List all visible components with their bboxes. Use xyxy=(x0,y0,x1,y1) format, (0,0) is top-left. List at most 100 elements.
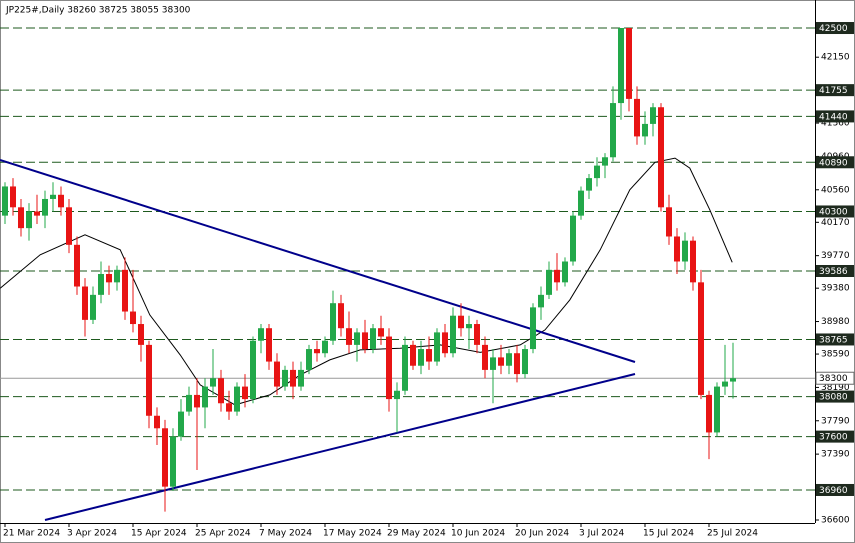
candle-body xyxy=(554,269,560,283)
candle-body xyxy=(50,194,56,199)
candle-body xyxy=(650,107,656,124)
level-label-box xyxy=(816,265,854,278)
candle-body xyxy=(570,215,576,262)
level-label: 42500 xyxy=(819,24,848,34)
candle-body xyxy=(698,282,704,395)
candle-body xyxy=(378,328,384,337)
candle-body xyxy=(410,344,416,366)
candle-body xyxy=(210,378,216,387)
candle-body xyxy=(538,294,544,308)
candle-body xyxy=(730,378,736,382)
level-label: 41440 xyxy=(819,112,848,122)
candle-body xyxy=(482,344,488,370)
candle-body xyxy=(602,157,608,166)
level-label: 38765 xyxy=(819,335,848,345)
y-tick-label: 39380 xyxy=(821,284,850,294)
level-label-box xyxy=(816,483,854,496)
candle-body xyxy=(58,194,64,208)
candle-body xyxy=(122,269,128,312)
y-tick-label: 40560 xyxy=(821,185,850,195)
candle-body xyxy=(306,349,312,370)
y-tick-label: 38590 xyxy=(821,350,850,360)
level-label-box xyxy=(816,84,854,97)
candle-body xyxy=(82,286,88,320)
candle-body xyxy=(666,207,672,237)
candle-body xyxy=(402,344,408,391)
candle-body xyxy=(242,386,248,400)
y-tick-label: 38190 xyxy=(821,383,850,393)
candle-body xyxy=(66,207,72,245)
x-tick-label: 25 Jul 2024 xyxy=(707,529,758,539)
candle-body xyxy=(162,428,168,487)
candle-body xyxy=(322,340,328,354)
candle-body xyxy=(234,386,240,412)
candle-body xyxy=(490,357,496,370)
candle-body xyxy=(10,186,16,208)
candle-body xyxy=(202,386,208,408)
trendline xyxy=(0,159,636,363)
candle-body xyxy=(546,269,552,295)
candle-body xyxy=(442,332,448,354)
candle-body xyxy=(106,274,112,283)
x-tick-label: 17 May 2024 xyxy=(323,529,382,539)
candle-body xyxy=(626,28,632,99)
candle-body xyxy=(26,211,32,229)
candle-body xyxy=(90,294,96,320)
candle-body xyxy=(154,415,160,429)
level-label-box xyxy=(816,22,854,35)
candle-body xyxy=(298,369,304,387)
candle-body xyxy=(186,394,192,412)
y-tick-label: 41360 xyxy=(821,119,850,129)
candle-body xyxy=(346,328,352,345)
x-tick-label: 7 May 2024 xyxy=(259,529,312,539)
price-label-box xyxy=(815,371,855,385)
candle-body xyxy=(138,324,144,345)
x-tick-label: 3 Apr 2024 xyxy=(67,529,117,539)
candle-body xyxy=(74,244,80,287)
y-tick-label: 36600 xyxy=(821,515,850,525)
candle-body xyxy=(98,274,104,295)
candle-body xyxy=(498,357,504,366)
candle-body xyxy=(370,328,376,350)
level-label: 38080 xyxy=(819,393,848,403)
candle-body xyxy=(194,394,200,408)
candle-body xyxy=(282,369,288,387)
candle-body xyxy=(674,236,680,262)
candle-body xyxy=(394,390,400,400)
candle-body xyxy=(18,207,24,229)
y-tick-label: 37390 xyxy=(821,450,850,460)
candle-body xyxy=(722,381,728,387)
candle-body xyxy=(170,436,176,487)
candle-body xyxy=(562,261,568,283)
candle-body xyxy=(658,107,664,208)
candle-body xyxy=(466,324,472,329)
x-tick-label: 21 Mar 2024 xyxy=(3,529,60,539)
candle-body xyxy=(42,198,48,216)
x-tick-label: 15 Jul 2024 xyxy=(643,529,694,539)
x-tick-label: 25 Apr 2024 xyxy=(195,529,251,539)
candle-body xyxy=(330,303,336,341)
candle-body xyxy=(218,378,224,404)
x-tick-label: 29 May 2024 xyxy=(387,529,446,539)
level-label-box xyxy=(816,430,854,443)
candle-body xyxy=(34,211,40,216)
candle-body xyxy=(338,303,344,329)
candle-body xyxy=(474,324,480,345)
level-label: 39586 xyxy=(819,267,848,277)
candle-body xyxy=(706,394,712,433)
candle-body xyxy=(274,361,280,387)
candle-body xyxy=(458,315,464,329)
chart-title: JP225#,Daily 38260 38725 38055 38300 xyxy=(5,6,191,16)
level-label: 41755 xyxy=(819,86,848,96)
candle-body xyxy=(450,315,456,354)
x-tick-label: 3 Jul 2024 xyxy=(579,529,624,539)
level-label-box xyxy=(816,333,854,346)
candle-body xyxy=(514,353,520,375)
candle-body xyxy=(146,344,152,416)
candle-body xyxy=(690,240,696,283)
y-tick-label: 37790 xyxy=(821,416,850,426)
candle-body xyxy=(522,349,528,375)
level-label: 37600 xyxy=(819,433,848,443)
